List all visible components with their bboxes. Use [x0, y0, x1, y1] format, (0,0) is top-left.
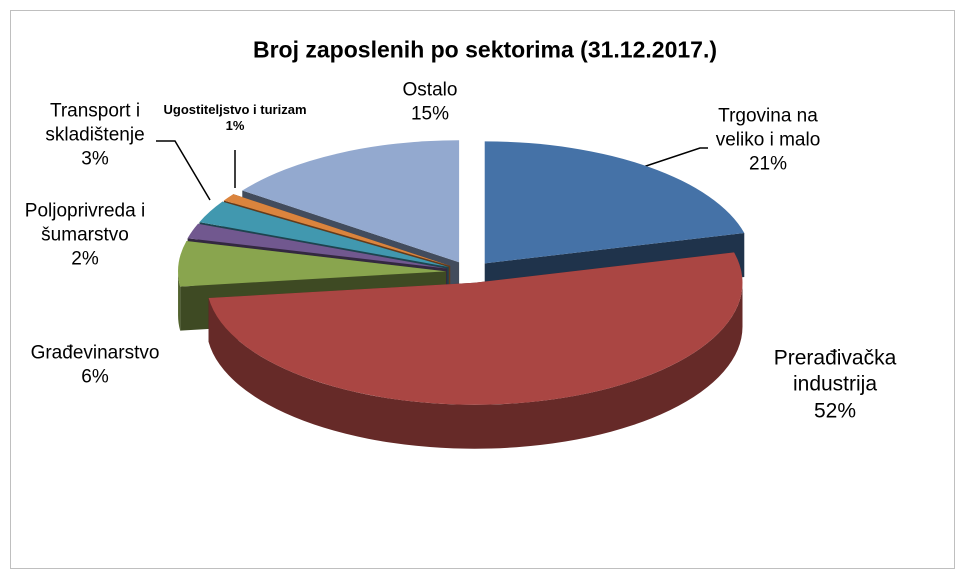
slice-top [187, 223, 448, 269]
slice-label: Poljoprivreda i šumarstvo 2% [10, 199, 160, 270]
slice-label: Ostalo 15% [380, 78, 480, 126]
slice-label: Transport i skladištenje 3% [20, 99, 170, 170]
value-label: 3% [81, 147, 109, 169]
category-name: Prerađivačka industrija [773, 346, 897, 396]
category-name: Poljoprivreda i šumarstvo [24, 200, 146, 246]
slice-top [199, 201, 449, 268]
slice-label: Građevinarstvo 6% [15, 341, 175, 389]
slice-side [178, 271, 181, 331]
leader-line [639, 147, 708, 169]
slice-top [208, 252, 743, 405]
value-label: 2% [71, 247, 99, 269]
slice-label: Trgovina na veliko i malo 21% [693, 104, 843, 175]
slice [208, 252, 743, 449]
slice-top [242, 140, 460, 263]
slice-side [208, 282, 743, 449]
value-label: 21% [748, 152, 788, 174]
category-name: Ostalo [402, 79, 458, 101]
slice-top [178, 240, 447, 287]
category-name: Transport i skladištenje [45, 100, 145, 146]
category-name: Građevinarstvo [30, 342, 160, 364]
slice-top [223, 194, 451, 266]
slice-label: Ugostiteljstvo i turizam 1% [155, 102, 315, 135]
category-name: Ugostiteljstvo i turizam [163, 101, 307, 117]
category-name: Trgovina na veliko i malo [715, 105, 821, 151]
value-label: 1% [225, 118, 245, 133]
slice-label: Prerađivačka industrija 52% [735, 346, 935, 425]
slice-top [484, 141, 745, 264]
value-label: 6% [81, 366, 109, 387]
value-label: 52% [813, 399, 857, 423]
value-label: 15% [410, 103, 450, 124]
leader-line [156, 140, 211, 201]
chart-title: Broj zaposlenih po sektorima (31.12.2017… [253, 36, 717, 63]
